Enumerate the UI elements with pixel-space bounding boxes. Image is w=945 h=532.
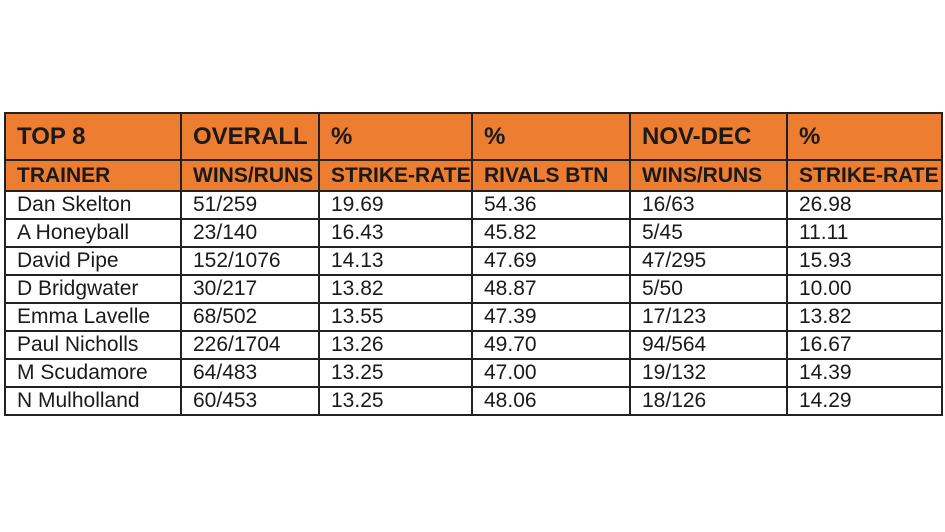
stat-value-cell: 30/217 <box>180 274 320 304</box>
trainer-stats-table: TOP 8 OVERALL % % NOV-DEC % TRAINER WINS… <box>4 112 943 416</box>
header-cell-novdec-winsruns: WINS/RUNS <box>629 159 788 192</box>
header-cell-pct-1: % <box>318 112 473 161</box>
stat-value-cell: 60/453 <box>180 386 320 416</box>
stat-value-cell: 5/45 <box>629 218 788 248</box>
stat-value-cell: 47/295 <box>629 246 788 276</box>
header-cell-overall-strike: STRIKE-RATE <box>318 159 473 192</box>
stat-value-cell: 10.00 <box>786 274 943 304</box>
stat-value-cell: 94/564 <box>629 330 788 360</box>
stat-value-cell: 23/140 <box>180 218 320 248</box>
stat-value-cell: 26.98 <box>786 190 943 220</box>
trainer-name-cell: N Mulholland <box>4 386 182 416</box>
stat-value-cell: 48.06 <box>471 386 631 416</box>
header-cell-novdec-strike: STRIKE-RATE <box>786 159 943 192</box>
stat-value-cell: 13.25 <box>318 386 473 416</box>
stat-value-cell: 19.69 <box>318 190 473 220</box>
header-cell-trainer: TRAINER <box>4 159 182 192</box>
table-header-row-groups: TOP 8 OVERALL % % NOV-DEC % <box>4 112 943 161</box>
stat-value-cell: 45.82 <box>471 218 631 248</box>
header-cell-rivals-btn: RIVALS BTN <box>471 159 631 192</box>
table-row: N Mulholland 60/453 13.25 48.06 18/126 14.29 <box>4 386 943 416</box>
stat-value-cell: 48.87 <box>471 274 631 304</box>
table-header: TOP 8 OVERALL % % NOV-DEC % TRAINER WINS… <box>4 112 943 192</box>
header-cell-top8: TOP 8 <box>4 112 182 161</box>
header-cell-overall: OVERALL <box>180 112 320 161</box>
trainer-name-cell: Emma Lavelle <box>4 302 182 332</box>
stat-value-cell: 16.43 <box>318 218 473 248</box>
table-body: Dan Skelton 51/259 19.69 54.36 16/63 26.98 A H… <box>4 190 943 416</box>
stat-value-cell: 16/63 <box>629 190 788 220</box>
stat-value-cell: 13.82 <box>318 274 473 304</box>
table-header-row-columns: TRAINER WINS/RUNS STRIKE-RATE RIVALS BTN… <box>4 159 943 192</box>
stat-value-cell: 5/50 <box>629 274 788 304</box>
stat-value-cell: 11.11 <box>786 218 943 248</box>
table-row: M Scudamore 64/483 13.25 47.00 19/132 14.39 <box>4 358 943 388</box>
table-row: David Pipe 152/1076 14.13 47.69 47/295 15.93 <box>4 246 943 276</box>
table-row: D Bridgwater 30/217 13.82 48.87 5/50 10.00 <box>4 274 943 304</box>
stat-value-cell: 14.13 <box>318 246 473 276</box>
table-row: Dan Skelton 51/259 19.69 54.36 16/63 26.98 <box>4 190 943 220</box>
stat-value-cell: 15.93 <box>786 246 943 276</box>
stat-value-cell: 16.67 <box>786 330 943 360</box>
stat-value-cell: 14.39 <box>786 358 943 388</box>
stat-value-cell: 47.00 <box>471 358 631 388</box>
header-cell-pct-3: % <box>786 112 943 161</box>
stat-value-cell: 226/1704 <box>180 330 320 360</box>
stat-value-cell: 17/123 <box>629 302 788 332</box>
stat-value-cell: 51/259 <box>180 190 320 220</box>
header-cell-pct-2: % <box>471 112 631 161</box>
stat-value-cell: 13.55 <box>318 302 473 332</box>
trainer-name-cell: Dan Skelton <box>4 190 182 220</box>
stat-value-cell: 64/483 <box>180 358 320 388</box>
trainer-name-cell: A Honeyball <box>4 218 182 248</box>
stat-value-cell: 19/132 <box>629 358 788 388</box>
stat-value-cell: 68/502 <box>180 302 320 332</box>
stat-value-cell: 47.69 <box>471 246 631 276</box>
stat-value-cell: 152/1076 <box>180 246 320 276</box>
trainer-name-cell: M Scudamore <box>4 358 182 388</box>
table-row: Emma Lavelle 68/502 13.55 47.39 17/123 13.82 <box>4 302 943 332</box>
stat-value-cell: 49.70 <box>471 330 631 360</box>
table-row: Paul Nicholls 226/1704 13.26 49.70 94/564 16.… <box>4 330 943 360</box>
trainer-name-cell: Paul Nicholls <box>4 330 182 360</box>
stat-value-cell: 13.82 <box>786 302 943 332</box>
stat-value-cell: 14.29 <box>786 386 943 416</box>
stat-value-cell: 47.39 <box>471 302 631 332</box>
stat-value-cell: 54.36 <box>471 190 631 220</box>
stat-value-cell: 18/126 <box>629 386 788 416</box>
table-row: A Honeyball 23/140 16.43 45.82 5/45 11.11 <box>4 218 943 248</box>
stat-value-cell: 13.26 <box>318 330 473 360</box>
trainer-name-cell: D Bridgwater <box>4 274 182 304</box>
trainer-name-cell: David Pipe <box>4 246 182 276</box>
header-cell-novdec: NOV-DEC <box>629 112 788 161</box>
header-cell-overall-winsruns: WINS/RUNS <box>180 159 320 192</box>
stat-value-cell: 13.25 <box>318 358 473 388</box>
